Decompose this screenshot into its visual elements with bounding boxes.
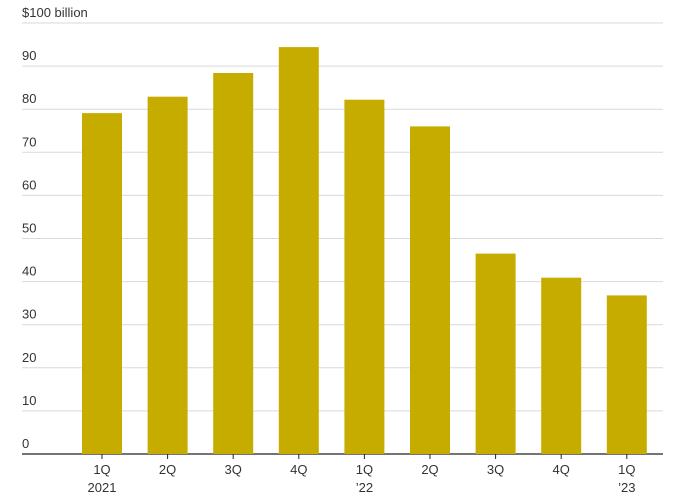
- bar: [147, 96, 188, 454]
- bar: [606, 295, 647, 454]
- bar: [344, 99, 385, 454]
- y-tick-label: 20: [22, 350, 36, 365]
- x-tick-label: 2Q: [159, 462, 176, 477]
- x-tick-sublabel: ’23: [618, 480, 635, 495]
- bar: [82, 113, 122, 454]
- y-tick-label: 0: [22, 436, 29, 451]
- x-tick-label: 3Q: [487, 462, 504, 477]
- x-tick-label: 1Q: [93, 462, 110, 477]
- x-tick-sublabel: ’22: [356, 480, 373, 495]
- bar: [213, 73, 254, 454]
- bar: [475, 253, 516, 454]
- bar: [541, 277, 582, 454]
- bar: [278, 47, 319, 454]
- y-tick-label: 90: [22, 48, 36, 63]
- y-tick-label: 40: [22, 264, 36, 279]
- x-tick-label: 4Q: [553, 462, 570, 477]
- y-tick-label: 50: [22, 221, 36, 236]
- x-tick-label: 3Q: [225, 462, 242, 477]
- y-tick-label: $100 billion: [22, 5, 88, 20]
- y-tick-label: 10: [22, 393, 36, 408]
- x-tick-label: 2Q: [421, 462, 438, 477]
- x-tick-label: 4Q: [290, 462, 307, 477]
- bars: [82, 47, 647, 455]
- y-tick-label: 80: [22, 91, 36, 106]
- y-axis-ticks: $100 billion 90 80 70 60 50 40 30 20 10 0: [22, 5, 88, 451]
- x-axis-ticks: 1Q 2021 2Q 3Q 4Q 1Q ’22 2Q 3Q 4Q 1Q ’23: [88, 454, 635, 495]
- x-tick-label: 1Q: [356, 462, 373, 477]
- y-tick-label: 70: [22, 134, 36, 149]
- bar: [410, 126, 450, 455]
- x-tick-label: 1Q: [618, 462, 635, 477]
- x-tick-sublabel: 2021: [88, 480, 117, 495]
- y-tick-label: 30: [22, 307, 36, 322]
- y-tick-label: 60: [22, 177, 36, 192]
